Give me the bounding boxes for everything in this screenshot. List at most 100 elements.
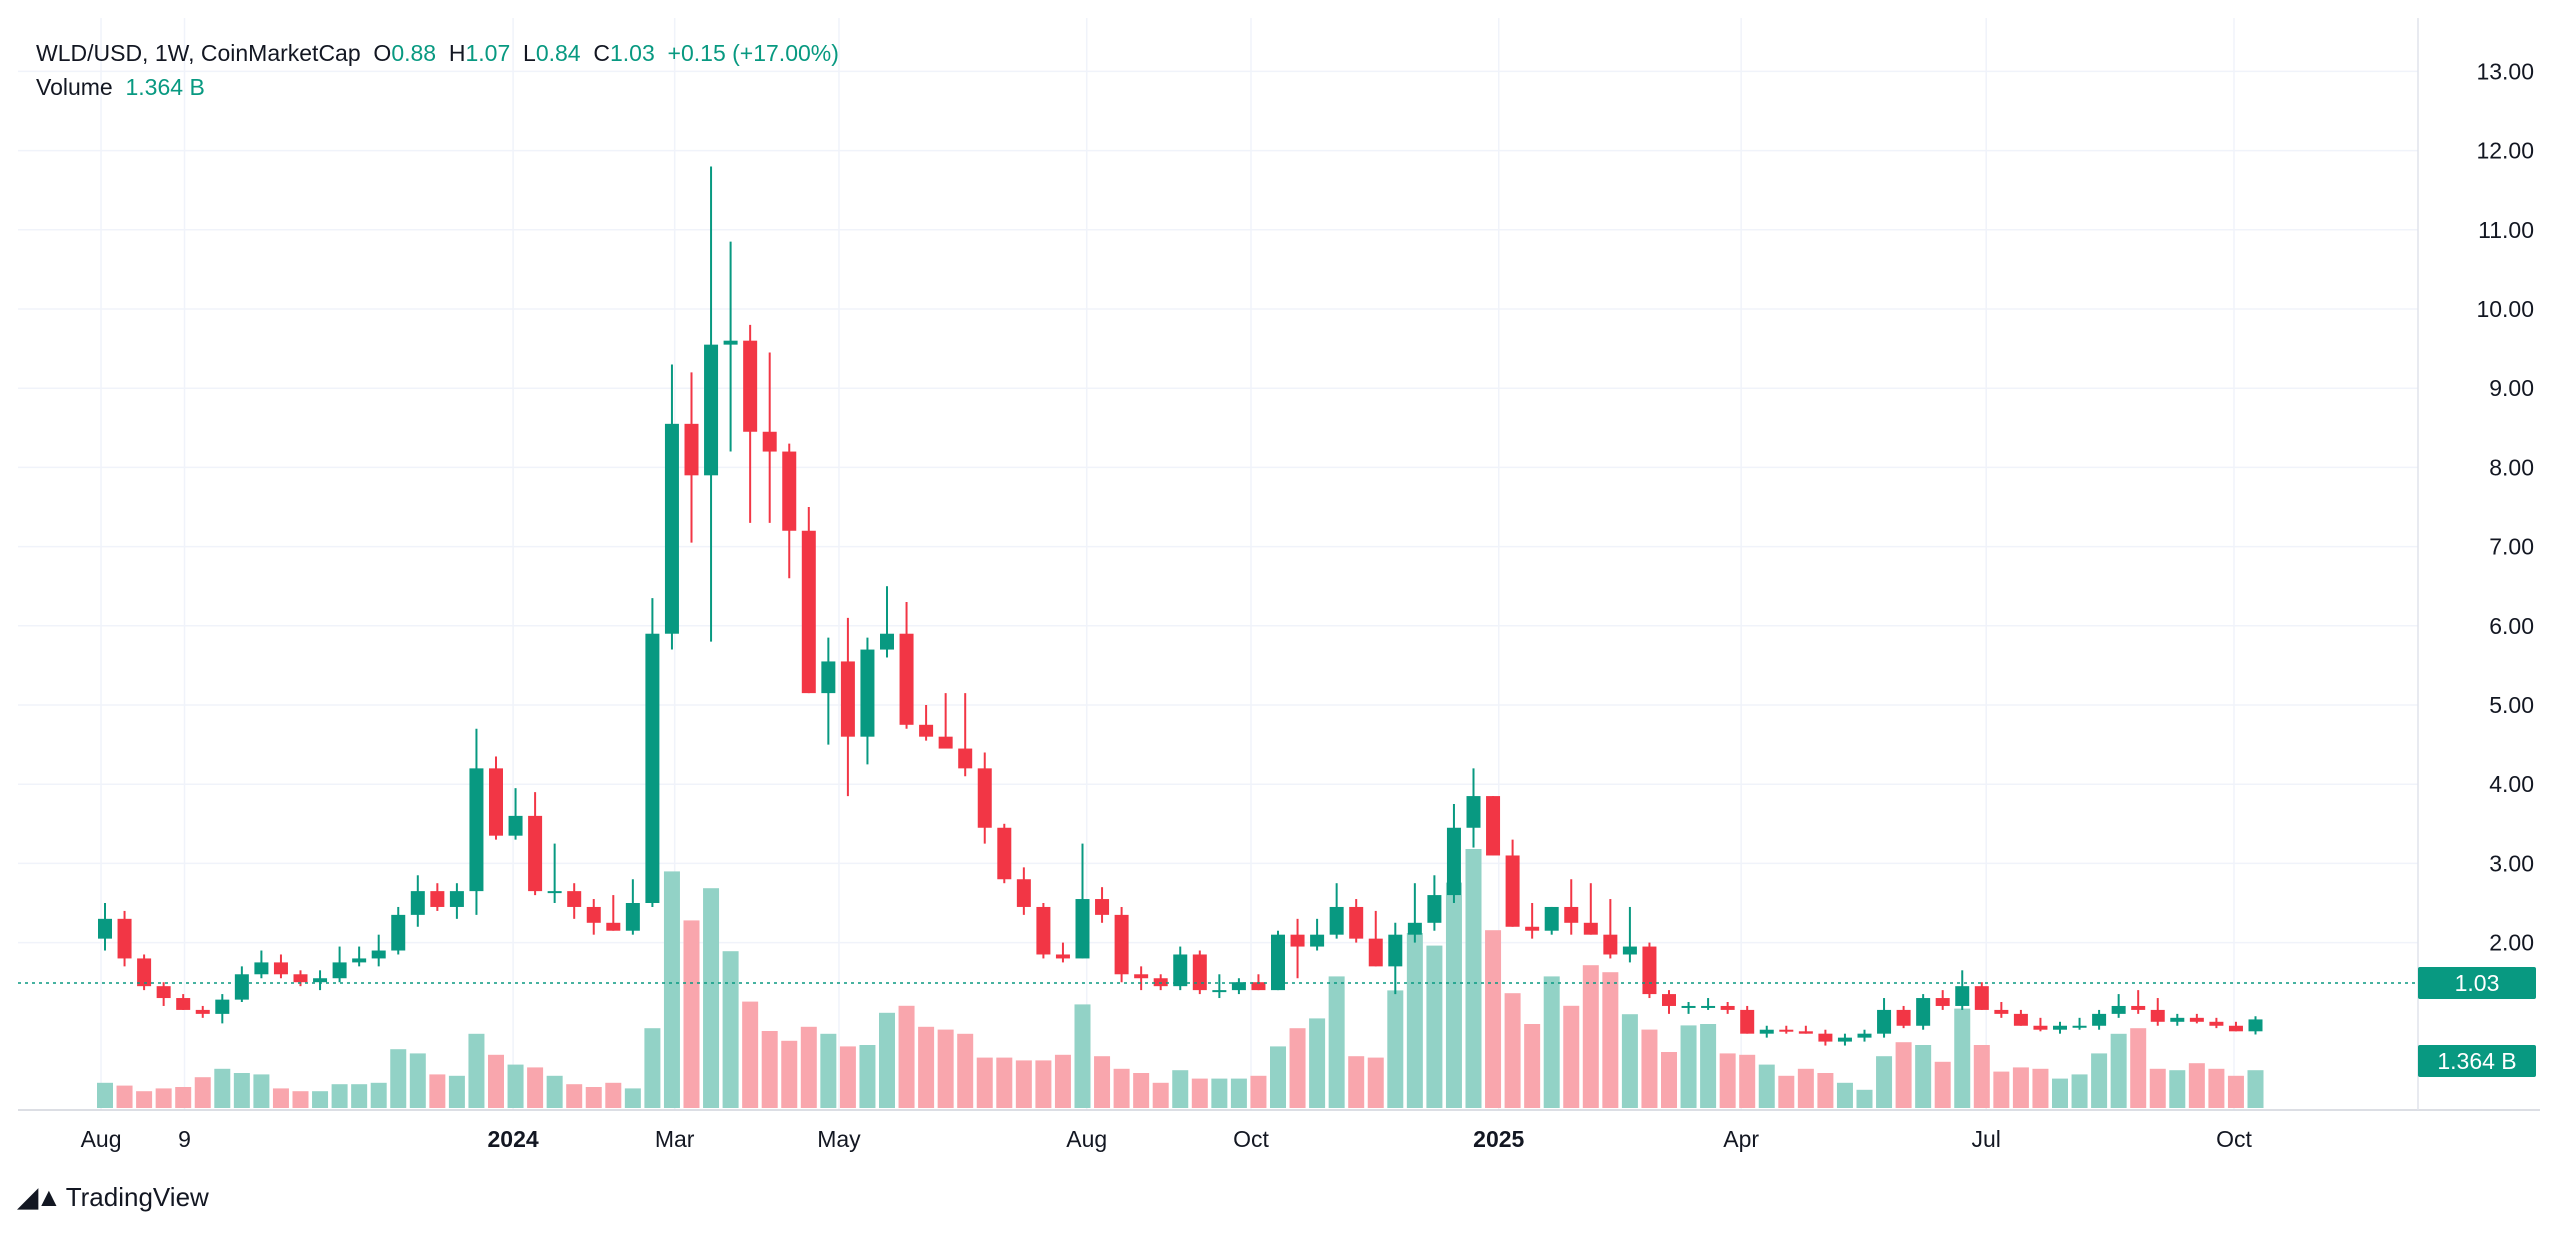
volume-bar [1973,1045,1990,1108]
volume-bar [644,1028,661,1108]
candle-body [1583,922,1598,935]
candle-body [1446,827,1461,896]
volume-bar [1015,1060,1032,1108]
legend-low-value: 0.84 [535,40,581,66]
volume-bar [2130,1028,2147,1108]
candle-body [2013,1013,2028,1026]
y-tick-label: 6.00 [2489,613,2534,639]
legend-low-label: L [523,40,536,66]
candle-body [391,914,406,951]
volume-bar [409,1053,426,1108]
candle-body [1994,1009,2009,1014]
volume-bar [468,1033,485,1108]
volume-bar [566,1084,583,1108]
volume-bar [253,1074,270,1108]
volume-bar [1387,990,1404,1108]
volume-bar [1289,1028,1306,1108]
volume-bar [97,1082,113,1108]
volume-bar [1993,1071,2010,1108]
volume-bars [97,849,2264,1108]
candle-body [2092,1013,2107,1026]
legend-volume-label[interactable]: Volume [36,74,113,100]
volume-bar [1621,1014,1638,1108]
candle-body [1720,1005,1735,1010]
volume-bar [1367,1057,1384,1108]
candle-body [606,922,621,931]
candle-body [1857,1033,1872,1038]
candle-body [98,918,112,939]
candle-body [547,891,562,894]
candle-body [880,633,894,650]
volume-bar [1876,1056,1893,1108]
candle-body [371,950,386,959]
candle-body [293,974,308,983]
candle-body [1681,1005,1696,1008]
candle-body [1662,994,1676,1006]
candle-body [1877,1009,1892,1034]
candle-body [586,906,601,923]
volume-bar [761,1031,778,1108]
candle-body [2033,1025,2048,1030]
candle-body [508,815,523,836]
volume-bar [1426,945,1443,1108]
x-tick-label: 9 [178,1126,191,1152]
x-tick-label: Aug [1066,1126,1107,1152]
candle-body [1935,998,1950,1006]
volume-bar [507,1064,524,1108]
candle-body [1212,990,1227,993]
candle-body [1290,934,1305,947]
volume-bar [1348,1056,1365,1108]
volume-bar [859,1045,876,1108]
last-price-tag: 1.03 [2418,967,2536,999]
candle-body [2150,1009,2165,1022]
candle-body [528,815,543,892]
candle-body [664,423,679,634]
candle-body [215,999,230,1014]
candle-body [1486,796,1501,856]
volume-bar [370,1082,387,1108]
volume-bar [1309,1018,1326,1108]
volume-bar [820,1033,837,1108]
volume-bar [1485,930,1502,1108]
volume-bar [1543,976,1560,1108]
candle-body [2189,1017,2204,1022]
legend-change: +0.15 (+17.00%) [667,40,839,66]
legend-open-value: 0.88 [391,40,437,66]
candle-body [195,1009,210,1014]
volume-bar [1836,1082,1853,1108]
volume-bar [2110,1033,2127,1108]
volume-bar [1895,1042,1912,1108]
brand-name: TradingView [65,1182,209,1212]
legend-symbol[interactable]: WLD/USD, 1W, CoinMarketCap [36,40,361,66]
volume-bar [2169,1070,2186,1108]
volume-bar [1661,1052,1677,1108]
candle-body [2170,1017,2185,1022]
volume-bar [624,1088,641,1108]
volume-bar [1191,1078,1208,1108]
candle-body [176,998,191,1010]
candle-body [2131,1005,2146,1010]
candle-body [1466,796,1481,828]
candle-body [1153,978,1168,987]
y-tick-label: 10.00 [2476,296,2534,322]
y-tick-label: 12.00 [2476,138,2534,164]
volume-bar [1563,1005,1580,1108]
volume-bar [546,1075,563,1108]
volume-bar [1250,1075,1267,1108]
x-tick-label: Aug [81,1126,122,1152]
candle-body [1114,914,1129,975]
candle-body [977,768,992,828]
y-tick-label: 13.00 [2476,58,2534,84]
candle-body [156,986,171,999]
volume-tag: 1.364 B [2418,1045,2536,1077]
volume-bar [1934,1061,1951,1108]
candle-body [449,891,464,907]
tradingview-logo[interactable]: ◢▲ TradingView [18,1182,209,1213]
volume-bar [1524,1024,1541,1108]
volume-bar [996,1057,1013,1108]
candle-body [860,649,875,737]
volume-bar [976,1057,993,1108]
candle-body [625,903,640,931]
